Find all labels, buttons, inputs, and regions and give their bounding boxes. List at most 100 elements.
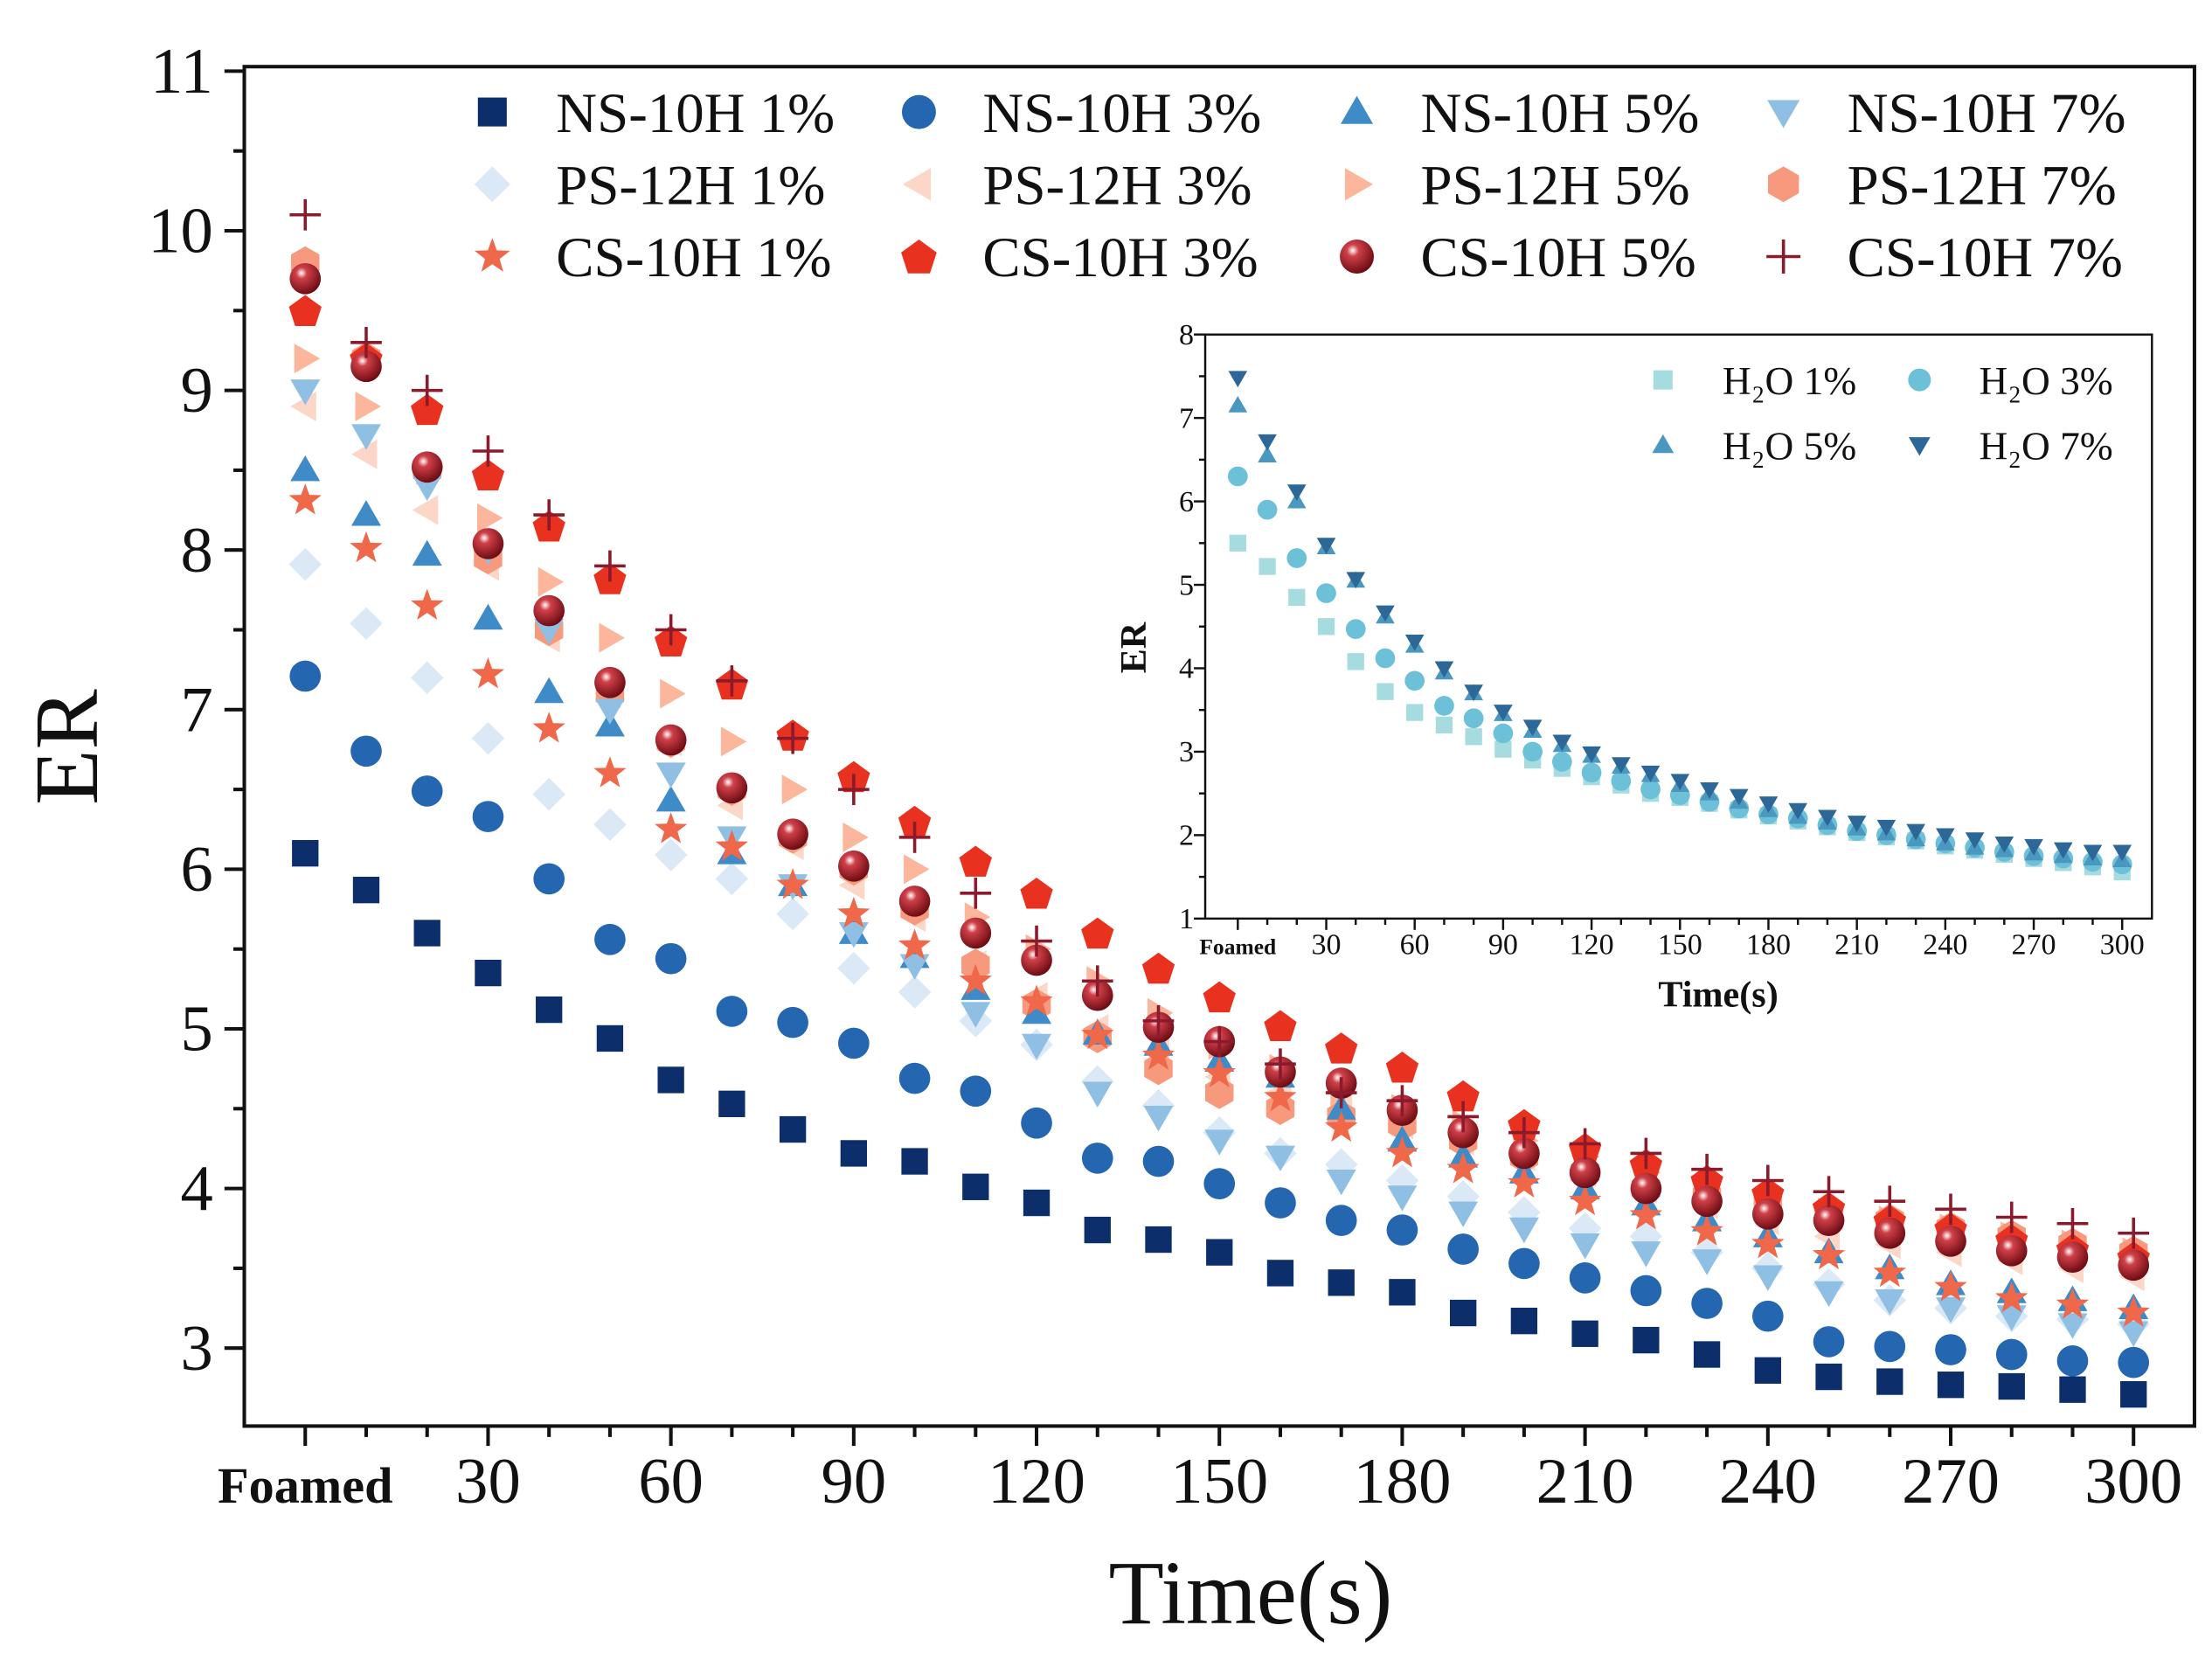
data-point <box>655 724 687 756</box>
legend-marker <box>1908 368 1931 392</box>
data-point <box>960 1075 992 1108</box>
data-point <box>718 1090 745 1117</box>
inset-data-point <box>1434 661 1454 678</box>
data-point <box>2120 1380 2147 1408</box>
data-point <box>1446 1152 1480 1184</box>
x-tick-label: 180 <box>1353 1446 1451 1518</box>
data-point <box>962 1173 989 1200</box>
data-point <box>657 1066 684 1094</box>
data-point <box>1265 1092 1295 1126</box>
legend-marker <box>1344 168 1374 201</box>
data-point <box>838 774 870 805</box>
data-point <box>534 619 565 645</box>
legend-label: NS-10H 5% <box>1421 82 1700 145</box>
inset-legend-label: H₂O 5% <box>1723 424 1856 468</box>
data-point <box>472 801 504 832</box>
data-point <box>1203 981 1236 1013</box>
data-point <box>1813 1176 1845 1208</box>
data-point <box>288 295 322 326</box>
y-tick-label: 7 <box>1179 402 1194 434</box>
inset-data-point <box>1435 716 1453 734</box>
data-point <box>660 678 686 709</box>
data-point <box>2057 1313 2088 1339</box>
data-point <box>1266 1260 1294 1287</box>
series-cs-10h-1- <box>288 483 2150 1327</box>
inset-data-point <box>1404 634 1425 651</box>
data-point <box>898 976 932 1009</box>
data-point <box>2059 1376 2086 1403</box>
data-point <box>898 1062 931 1094</box>
inset-data-point <box>1227 466 1248 487</box>
data-point <box>471 459 505 491</box>
data-point <box>1874 1330 1906 1363</box>
data-point <box>1204 1129 1235 1156</box>
data-point <box>472 435 504 467</box>
data-point <box>1325 1032 1358 1064</box>
y-tick-label: 5 <box>1179 569 1194 601</box>
y-tick-label: 6 <box>1179 486 1194 518</box>
data-point <box>1508 1116 1540 1149</box>
data-point <box>533 594 565 627</box>
inset-data-point <box>1229 534 1246 552</box>
data-point <box>350 500 381 526</box>
data-point <box>1385 1051 1419 1083</box>
data-point <box>1995 1234 2028 1267</box>
data-point <box>1081 1017 1114 1050</box>
data-point <box>289 262 322 295</box>
x-tick-label: 120 <box>988 1446 1085 1518</box>
inset-data-point <box>1818 809 1837 827</box>
inset-data-point <box>1375 648 1396 669</box>
inset-data-point <box>1258 446 1277 463</box>
inset-data-point <box>1876 819 1896 837</box>
inset-data-point <box>1552 734 1572 752</box>
data-point <box>2118 1346 2150 1379</box>
y-tick-label: 4 <box>1179 653 1194 685</box>
x-tick-label: 240 <box>1923 928 1967 961</box>
inset-data-point <box>2053 842 2073 859</box>
inset-data-point <box>1700 781 1719 799</box>
legend-marker <box>474 238 510 272</box>
data-point <box>716 996 748 1027</box>
inset-data-point <box>1552 752 1572 772</box>
data-point <box>1081 1143 1113 1174</box>
data-point <box>1630 1137 1662 1170</box>
inset-data-point <box>1494 740 1512 758</box>
data-point <box>596 1024 624 1052</box>
data-point <box>1145 1226 1172 1254</box>
x-tick-label: 150 <box>1170 1446 1268 1518</box>
legend-marker <box>1767 166 1799 203</box>
data-point <box>411 775 443 807</box>
data-point <box>1141 952 1175 984</box>
data-point <box>1630 1172 1662 1205</box>
data-point <box>959 845 992 877</box>
data-point <box>960 877 992 909</box>
inset-data-point <box>1582 746 1601 763</box>
data-point <box>1571 1320 1598 1347</box>
inset-data-point <box>1347 653 1364 670</box>
data-point <box>1693 1341 1721 1368</box>
data-point <box>1630 1274 1662 1307</box>
y-tick-label: 3 <box>1179 736 1194 768</box>
inset-data-point <box>1936 828 1955 845</box>
data-point <box>837 896 870 928</box>
data-point <box>537 566 565 597</box>
data-point <box>350 351 382 383</box>
legend-marker <box>1340 95 1374 124</box>
legend-marker <box>1766 240 1801 274</box>
data-point <box>534 677 565 704</box>
data-point <box>655 614 687 646</box>
data-point <box>898 928 932 960</box>
data-point <box>838 850 870 882</box>
x-tick-label: 300 <box>2100 928 2145 961</box>
y-tick-label: 2 <box>1179 820 1194 852</box>
data-point <box>960 917 992 949</box>
legend-item: CS-10H 5% <box>1340 226 1696 289</box>
data-point <box>1934 1270 1967 1302</box>
data-point <box>1264 1080 1297 1112</box>
data-point <box>1021 944 1052 976</box>
inset-data-point <box>1994 836 2014 853</box>
data-point <box>1020 984 1053 1016</box>
inset-data-point <box>1259 558 1276 575</box>
data-point <box>2118 1321 2149 1347</box>
